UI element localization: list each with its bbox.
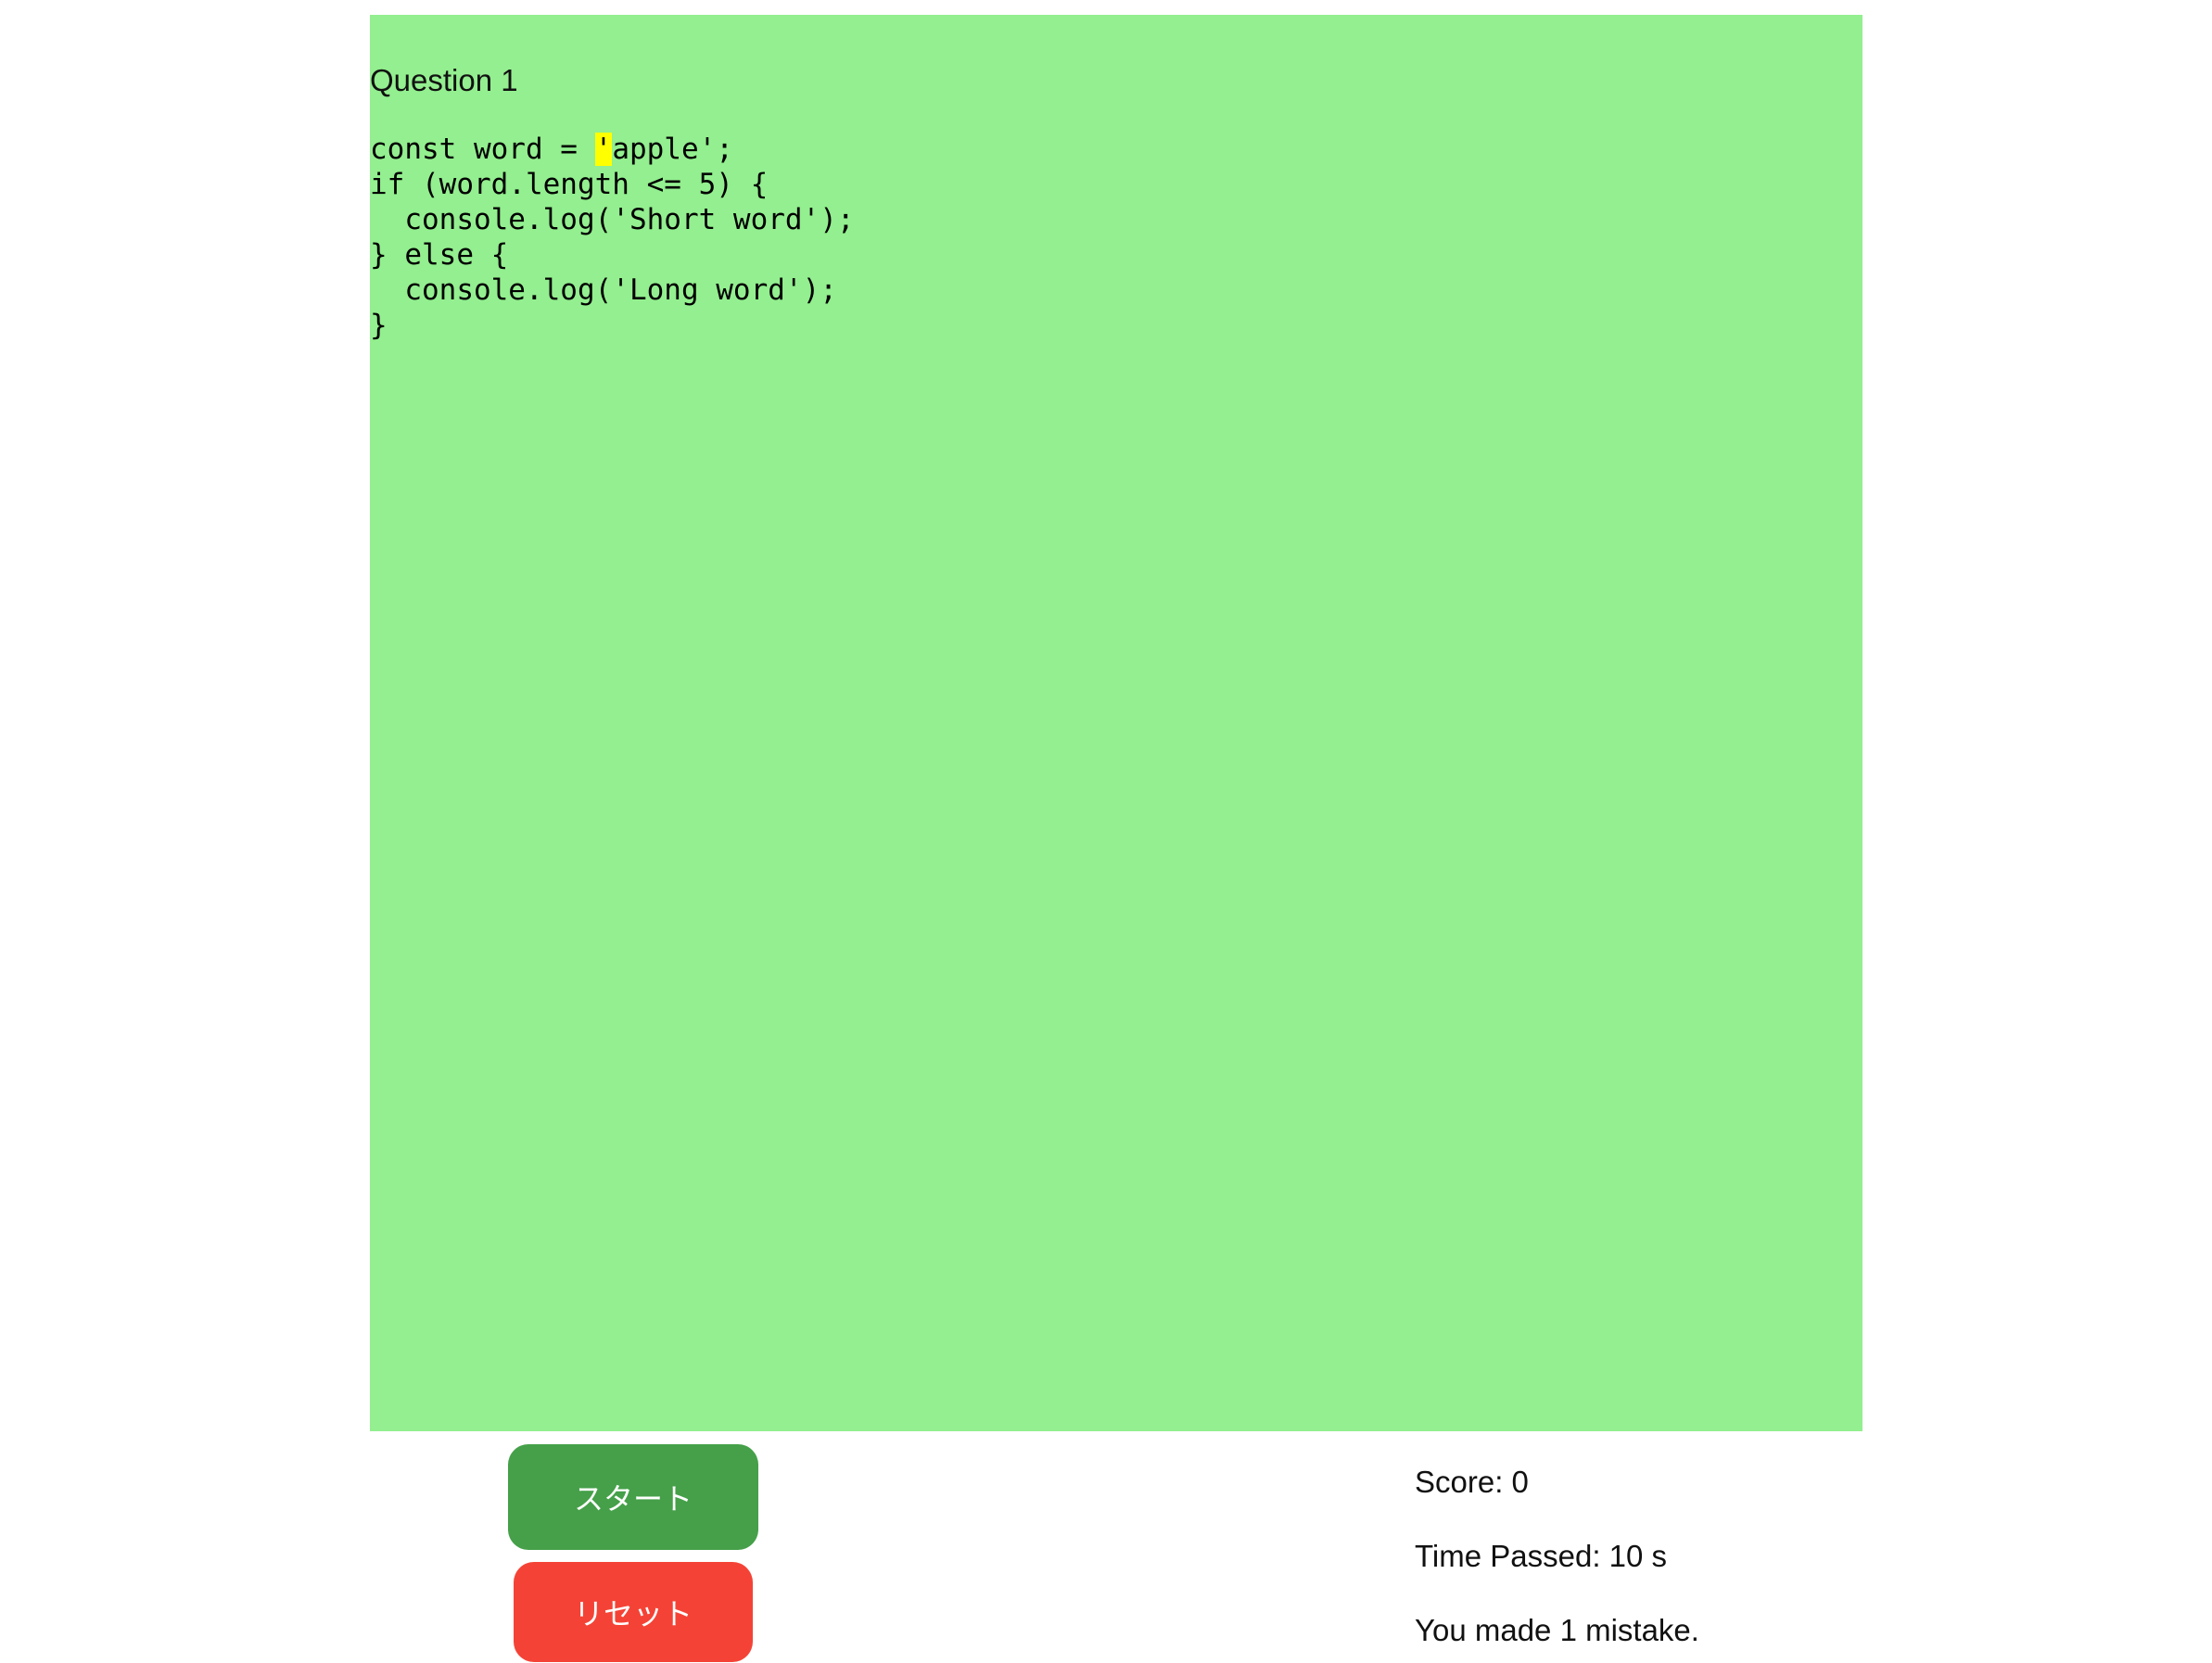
reset-button[interactable]: リセット — [514, 1562, 753, 1662]
current-char-cursor: ' — [594, 133, 613, 166]
code-block: const word = 'apple'; if (word.length <=… — [370, 132, 855, 343]
mistakes-text: You made 1 mistake. — [1415, 1613, 1699, 1647]
time-passed-text: Time Passed: 10 s — [1415, 1539, 1668, 1573]
start-button[interactable]: スタート — [508, 1444, 758, 1550]
question-label: Question 1 — [370, 63, 518, 97]
code-typed: const word = — [370, 133, 595, 166]
quiz-area: Question 1 const word = 'apple'; if (wor… — [370, 15, 1862, 1431]
code-remaining: apple'; if (word.length <= 5) { console.… — [370, 133, 855, 342]
score-text: Score: 0 — [1415, 1465, 1529, 1499]
